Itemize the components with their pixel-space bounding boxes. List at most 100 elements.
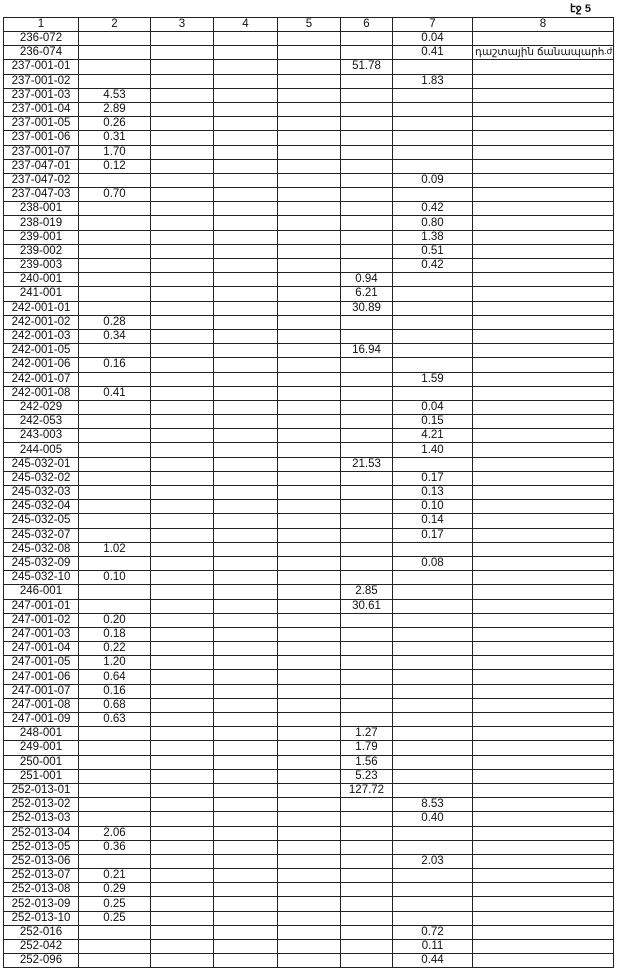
table-cell: 0.34 — [78, 328, 151, 345]
table-cell — [392, 740, 473, 756]
table-cell — [392, 59, 473, 75]
table-cell — [213, 399, 278, 416]
table-row: 252-013-09 0.25 — [3, 896, 614, 912]
table-cell — [277, 414, 341, 430]
table-cell — [277, 371, 341, 387]
table-cell — [277, 116, 341, 132]
table-cell — [150, 456, 214, 472]
table-cell — [472, 73, 614, 89]
table-row: 242-001-06 0.16 — [3, 357, 614, 373]
table-cell — [277, 300, 341, 316]
parcel-code-cell: 252-013-06 — [3, 853, 79, 870]
table-cell — [392, 768, 473, 784]
table-cell — [472, 612, 614, 628]
table-cell — [150, 868, 214, 884]
column-header-5: 5 — [277, 17, 341, 32]
table-cell — [213, 711, 278, 728]
table-cell — [213, 172, 278, 189]
table-cell: 0.41 — [78, 385, 151, 401]
table-cell — [472, 201, 614, 217]
table-cell — [340, 882, 393, 898]
table-row: 241-001 6.21 — [3, 286, 614, 302]
table-row: 237-001-01 51.78 — [3, 59, 614, 75]
table-cell: 0.04 — [392, 30, 473, 47]
table-row: 237-001-04 2.89 — [3, 101, 614, 118]
table-cell — [150, 570, 214, 586]
table-cell — [340, 513, 393, 529]
table-cell — [277, 272, 341, 288]
table-row: 245-032-05 0.14 — [3, 513, 614, 529]
table-cell — [277, 172, 341, 189]
table-cell — [277, 612, 341, 628]
table-cell — [277, 768, 341, 784]
table-cell — [392, 626, 473, 643]
parcel-code-cell: 237-001-06 — [3, 130, 79, 146]
table-cell — [78, 30, 151, 47]
parcel-code-cell: 246-001 — [3, 584, 79, 600]
table-cell — [472, 555, 614, 572]
table-row: 252-013-04 2.06 — [3, 825, 614, 841]
table-cell — [277, 328, 341, 345]
table-cell — [472, 272, 614, 288]
table-row: 245-032-03 0.13 — [3, 484, 614, 501]
table-cell — [277, 825, 341, 841]
table-cell — [277, 513, 341, 529]
table-cell — [277, 754, 341, 770]
table-cell — [472, 924, 614, 941]
table-cell — [213, 73, 278, 89]
parcel-code-cell: 247-001-02 — [3, 612, 79, 628]
table-cell — [472, 314, 614, 330]
table-cell — [340, 910, 393, 926]
table-cell — [472, 797, 614, 813]
parcel-code-cell: 247-001-06 — [3, 669, 79, 685]
table-cell — [213, 428, 278, 444]
table-cell: 0.11 — [392, 938, 473, 955]
table-cell — [213, 442, 278, 458]
table-cell: 1.20 — [78, 655, 151, 671]
parcel-code-cell: 242-001-02 — [3, 314, 79, 330]
table-cell — [392, 272, 473, 288]
table-cell — [213, 272, 278, 288]
parcel-code-cell: 252-013-10 — [3, 910, 79, 926]
table-cell — [472, 953, 614, 969]
table-cell — [277, 399, 341, 416]
column-header-7: 7 — [392, 17, 473, 32]
table-cell — [150, 187, 214, 203]
table-row: 245-032-01 21.53 — [3, 456, 614, 472]
table-cell — [78, 428, 151, 444]
parcel-code-cell: 242-001-08 — [3, 385, 79, 401]
table-cell — [472, 371, 614, 387]
table-cell — [150, 513, 214, 529]
table-cell — [277, 499, 341, 515]
parcel-code-cell: 247-001-04 — [3, 641, 79, 657]
table-row: 236-074 0.41 դաշտային ճանապարհ — [3, 45, 614, 61]
table-cell — [213, 853, 278, 870]
parcel-code-cell: 236-074 — [3, 45, 79, 61]
table-cell — [340, 229, 393, 245]
table-cell — [150, 201, 214, 217]
table-cell — [213, 314, 278, 330]
table-cell — [277, 683, 341, 699]
table-cell — [213, 456, 278, 472]
table-cell — [277, 385, 341, 401]
table-cell — [392, 882, 473, 898]
parcel-code-cell: 252-013-04 — [3, 825, 79, 841]
table-cell: 0.09 — [392, 172, 473, 189]
table-cell: 0.28 — [78, 314, 151, 330]
table-row: 248-001 1.27 — [3, 726, 614, 742]
table-row: 239-002 0.51 — [3, 243, 614, 260]
table-cell — [213, 243, 278, 260]
table-cell — [277, 59, 341, 75]
table-cell — [277, 30, 341, 47]
table-row: 242-001-07 1.59 — [3, 371, 614, 387]
table-row: 242-029 0.04 — [3, 399, 614, 416]
table-cell — [277, 101, 341, 118]
table-row: 239-001 1.38 — [3, 229, 614, 245]
table-row: 252-013-02 8.53 — [3, 797, 614, 813]
table-cell — [150, 243, 214, 260]
table-row: 245-032-09 0.08 — [3, 555, 614, 572]
table-cell — [213, 357, 278, 373]
table-cell — [78, 172, 151, 189]
table-cell — [150, 499, 214, 515]
table-cell — [213, 655, 278, 671]
